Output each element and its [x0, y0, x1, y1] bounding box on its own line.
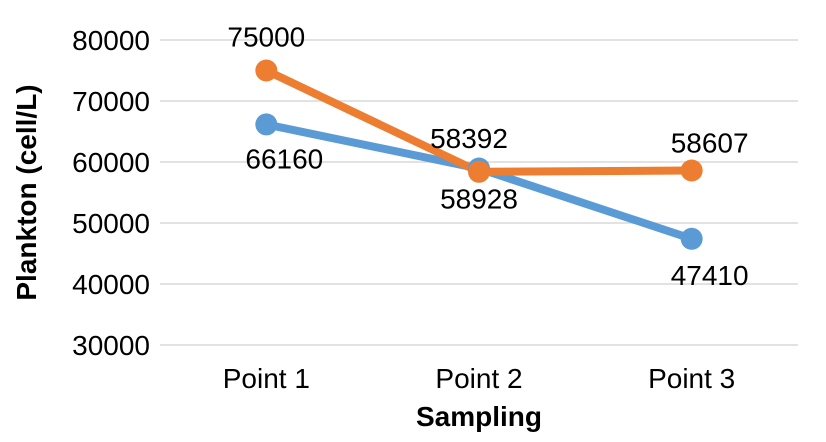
data-label: 66160 — [245, 143, 323, 174]
series-line-2 — [262, 66, 696, 176]
data-label: 58607 — [671, 127, 749, 158]
x-tick-label: Point 1 — [223, 363, 310, 394]
data-labels: 66160 58928 47410 75000 58392 58607 — [227, 22, 748, 291]
data-label: 75000 — [227, 22, 305, 53]
y-tick-label: 80000 — [72, 25, 150, 56]
y-tick-label: 50000 — [72, 208, 150, 239]
x-tick-label: Point 2 — [435, 363, 522, 394]
gridlines — [160, 39, 798, 346]
series-2-point — [468, 160, 490, 183]
data-label: 58392 — [430, 123, 508, 154]
data-label: 58928 — [440, 184, 518, 215]
y-axis-ticks: 30000 40000 50000 60000 70000 80000 — [72, 25, 150, 361]
y-tick-label: 60000 — [72, 147, 150, 178]
series-points — [255, 59, 703, 250]
x-axis-title: Sampling — [416, 401, 542, 432]
x-tick-label: Point 3 — [648, 363, 735, 394]
y-tick-label: 70000 — [72, 86, 150, 117]
series-1-point — [255, 113, 278, 136]
series-2-point — [255, 59, 278, 82]
series-2-point — [680, 159, 703, 182]
y-axis-title: Plankton (cell/L) — [11, 84, 42, 300]
series-1-point — [680, 227, 703, 250]
y-tick-label: 30000 — [72, 330, 150, 361]
data-label: 47410 — [671, 260, 749, 291]
x-axis-ticks: Point 1 Point 2 Point 3 — [223, 363, 736, 394]
y-tick-label: 40000 — [72, 269, 150, 300]
